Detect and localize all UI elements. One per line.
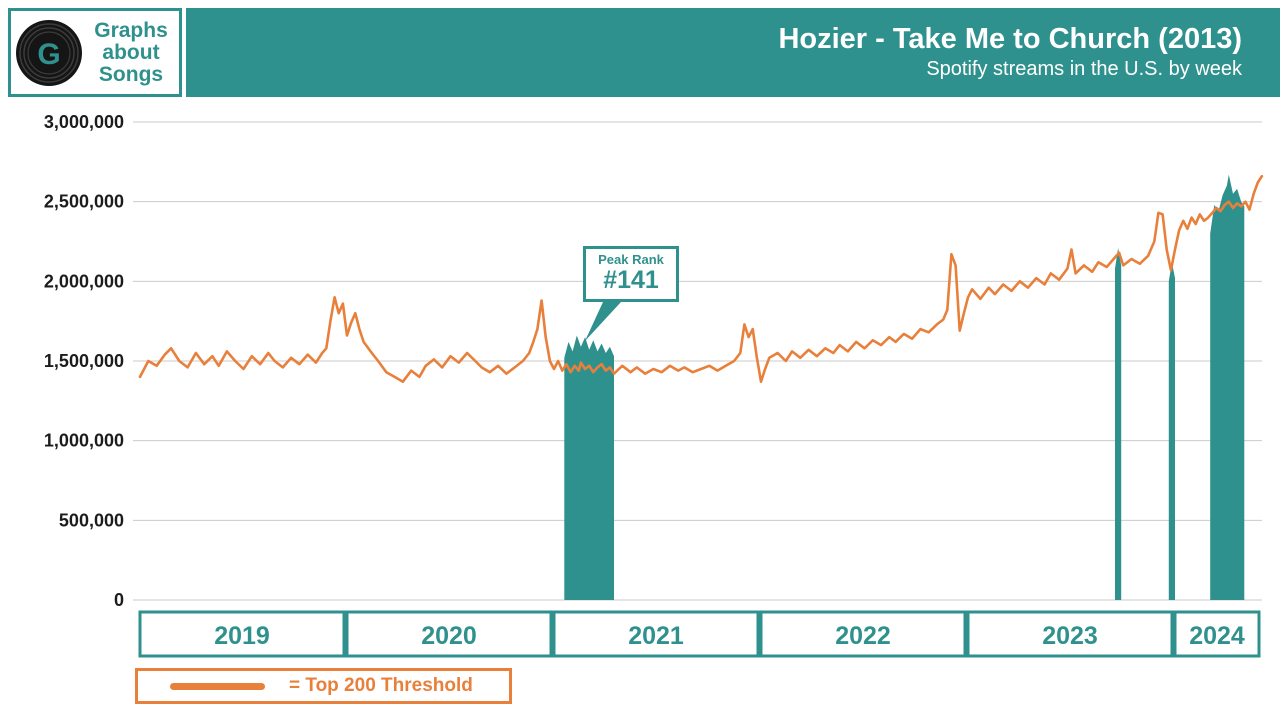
page-subtitle: Spotify streams in the U.S. by week: [926, 58, 1242, 80]
logo-word-2: about: [102, 40, 160, 64]
year-axis-label: 2022: [835, 622, 891, 650]
y-axis-tick-label: 500,000: [59, 510, 124, 530]
logo-word-3: Songs: [98, 62, 164, 86]
y-axis-tick-label: 2,000,000: [44, 271, 124, 291]
year-axis-label: 2023: [1042, 622, 1098, 650]
header-banner: Hozier - Take Me to Church (2013) Spotif…: [186, 8, 1280, 97]
logo-wordmark: Graphs about Songs: [87, 18, 175, 86]
year-axis-label: 2020: [421, 622, 477, 650]
peak-rank-label: Peak Rank: [598, 252, 664, 267]
threshold-line-swatch: [170, 682, 265, 690]
y-axis-tick-label: 0: [114, 590, 124, 610]
threshold-line: [138, 174, 1264, 383]
year-axis-box: [759, 610, 967, 658]
y-axis-tick-label: 1,000,000: [44, 431, 124, 451]
year-axis-box: [345, 610, 553, 658]
peak-rank-value: #141: [603, 266, 659, 294]
year-axis-box: [138, 610, 346, 658]
callout-pointer: [585, 302, 621, 341]
legend-label: = Top 200 Threshold: [289, 675, 473, 696]
logo-monogram: G: [37, 38, 60, 71]
page-title: Hozier - Take Me to Church (2013): [778, 23, 1242, 55]
y-axis-tick-label: 2,500,000: [44, 192, 124, 212]
logo-box: G Graphs about Songs: [8, 8, 182, 97]
legend-box: = Top 200 Threshold: [135, 668, 512, 704]
year-axis-box: [552, 610, 760, 658]
y-axis-tick-label: 3,000,000: [44, 112, 124, 132]
peak-rank-callout: Peak Rank #141: [583, 246, 679, 302]
charting-area: [1210, 174, 1245, 600]
year-axis-label: 2021: [628, 622, 684, 650]
charting-area: [1168, 262, 1175, 600]
year-axis-label: 2024: [1189, 622, 1245, 650]
logo-word-1: Graphs: [94, 18, 168, 42]
charting-area: [564, 335, 614, 600]
year-axis-box: [966, 610, 1174, 658]
y-axis-tick-label: 1,500,000: [44, 351, 124, 371]
charting-area: [1115, 247, 1122, 600]
vinyl-record-icon: G: [16, 19, 82, 86]
year-axis-box: [1173, 610, 1261, 658]
year-axis-label: 2019: [214, 622, 270, 650]
